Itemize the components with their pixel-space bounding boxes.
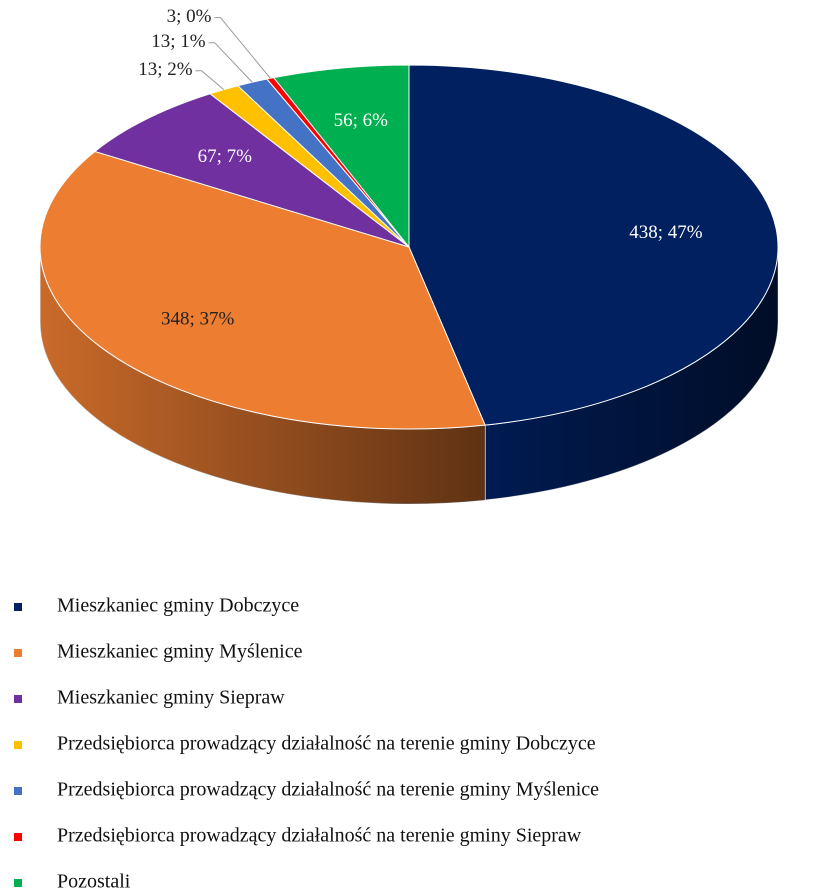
slice-side-shade [40,247,486,505]
legend-label: Mieszkaniec gminy Siepraw [57,687,285,709]
legend-swatch [14,649,22,657]
data-label: 348; 37% [161,309,235,330]
data-labels: 438; 47% 348; 37% 67; 7% 13; 2% 13; 1% 3; 0% 5… [138,6,703,330]
legend-label: Pozostali [57,871,131,893]
slice-side-shade [485,247,778,501]
legend-label: Przedsiębiorca prowadzący działalność na… [57,779,599,801]
data-label: 438; 47% [629,222,703,243]
legend-swatch [14,695,22,703]
legend-label: Przedsiębiorca prowadzący działalność na… [57,825,582,847]
legend-label: Mieszkaniec gminy Myślenice [57,641,303,663]
legend-swatch [14,603,22,611]
data-label: 13; 1% [151,31,206,52]
slice [93,93,410,248]
data-label: 3; 0% [167,6,212,27]
legend-label: Przedsiębiorca prowadzący działalność na… [57,733,596,755]
legend-label: Mieszkaniec gminy Dobczyce [57,595,299,617]
legend-swatch [14,833,22,841]
data-label: 67; 7% [198,146,253,167]
leader-line [208,42,253,83]
legend-swatch [14,741,22,749]
data-label: 13; 2% [138,59,193,80]
legend: Mieszkaniec gminy Dobczyce Mieszkaniec gm… [14,595,599,893]
slice [39,150,486,430]
slice [408,64,779,426]
leader-line [214,17,271,79]
data-label: 56; 6% [334,110,389,131]
pie-tops [39,64,779,430]
slice [272,64,410,249]
legend-swatch [14,879,22,887]
legend-swatch [14,787,22,795]
leader-line [195,70,225,90]
